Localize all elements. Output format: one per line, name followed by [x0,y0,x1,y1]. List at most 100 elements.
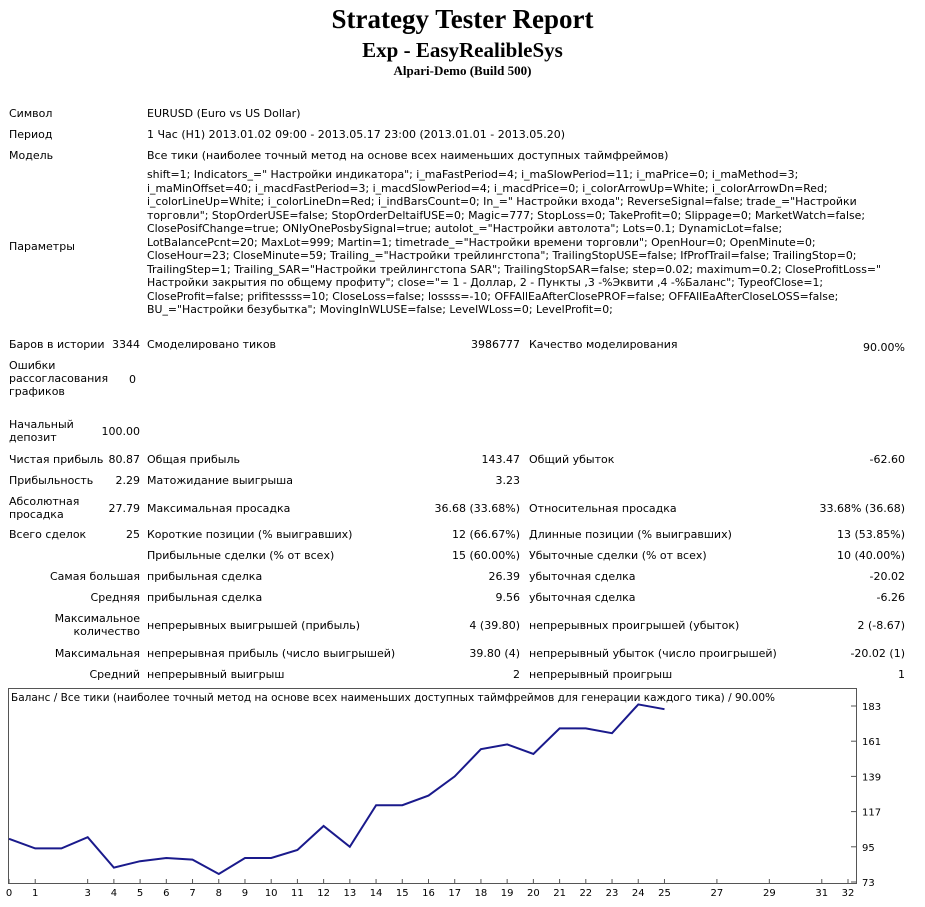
max-drawdown-value: 36.68 (33.68%) [434,502,520,515]
model-value: Все тики (наиболее точный метод на основ… [147,149,669,162]
server-name: Alpari-Demo (Build 500) [393,63,532,78]
abs-drawdown-value: 27.79 [108,502,141,515]
y-tick-label: 95 [862,843,875,854]
symbol-label: Символ [9,107,53,120]
net-profit-value: 80.87 [108,453,141,466]
profit-trades-value: 15 (60.00%) [451,549,520,562]
largest-loss-value: -20.02 [869,570,905,583]
x-tick-label: 3 [84,888,90,899]
x-tick-label: 25 [658,888,671,899]
avg-cons-wins-label: непрерывный выигрыш [147,668,285,681]
loss-trades-label: Убыточные сделки (% от всех) [529,549,707,562]
average-profit-label: прибыльная сделка [147,591,263,604]
y-tick-label: 183 [862,702,881,713]
short-positions-label: Короткие позиции (% выигравших) [147,528,353,541]
max-drawdown-label: Максимальная просадка [147,502,291,515]
x-tick-label: 8 [216,888,222,899]
average-profit-value: 9.56 [495,591,521,604]
y-tick-label: 73 [862,878,875,889]
loss-trades-value: 10 (40.00%) [836,549,905,562]
abs-drawdown-label: Абсолютная просадка [9,495,80,521]
ticks-label: Смоделировано тиков [147,338,277,351]
avg-cons-losses-label: непрерывный проигрыш [529,668,673,681]
max-count-label: Максимальное количество [54,612,140,638]
x-tick-label: 5 [137,888,143,899]
avg-cons-label: Средний [89,668,140,681]
x-tick-label: 15 [396,888,409,899]
maximal-profit-value: 39.80 (4) [469,647,520,660]
largest-loss-label: убыточная сделка [529,570,636,583]
profit-factor-label: Прибыльность [9,474,94,487]
x-tick-label: 10 [265,888,278,899]
deposit-value: 100.00 [101,425,141,438]
profit-factor-value: 2.29 [115,474,141,487]
model-label: Модель [9,149,54,162]
largest-label: Самая большая [49,570,140,583]
largest-profit-label: прибыльная сделка [147,570,263,583]
profit-trades-label: Прибыльные сделки (% от всех) [147,549,335,562]
x-tick-label: 9 [242,888,248,899]
total-trades-label: Всего сделок [9,528,87,541]
average-loss-value: -6.26 [876,591,905,604]
params-value: shift=1; Indicators_=" Настройки индикат… [147,168,882,316]
rel-drawdown-label: Относительная просадка [529,502,677,515]
period-value: 1 Час (H1) 2013.01.02 09:00 - 2013.05.17… [147,128,565,141]
x-tick-label: 29 [763,888,776,899]
net-profit-label: Чистая прибыль [9,453,104,466]
x-tick-label: 0 [6,888,12,899]
symbol-value: EURUSD (Euro vs US Dollar) [147,107,301,120]
balance-chart-frame [8,688,857,884]
x-tick-label: 32 [842,888,855,899]
max-cons-wins-value: 4 (39.80) [469,619,520,632]
gross-profit-label: Общая прибыль [147,453,240,466]
y-tick-label: 117 [862,808,881,819]
average-loss-label: убыточная сделка [529,591,636,604]
x-tick-label: 18 [475,888,488,899]
x-tick-label: 23 [606,888,619,899]
x-tick-label: 27 [711,888,724,899]
x-tick-label: 19 [501,888,514,899]
x-tick-label: 14 [370,888,383,899]
x-tick-label: 1 [32,888,38,899]
x-tick-label: 7 [189,888,195,899]
x-tick-label: 12 [317,888,330,899]
params-label: Параметры [9,240,75,253]
gross-loss-value: -62.60 [869,453,905,466]
errors-label: Ошибки рассогласования графиков [9,359,109,398]
payoff-label: Матожидание выигрыша [147,474,293,487]
x-tick-label: 11 [291,888,304,899]
bars-value: 3344 [112,338,140,351]
expert-name: Exp - EasyRealibleSys [362,38,563,62]
errors-value: 0 [129,373,136,386]
period-label: Период [9,128,53,141]
maximal-profit-label: непрерывная прибыль (число выигрышей) [147,647,396,660]
report-title: Strategy Tester Report [331,4,594,34]
y-tick-label: 161 [862,737,881,748]
chart-title: Баланс / Все тики (наиболее точный метод… [11,692,776,704]
x-tick-label: 4 [111,888,117,899]
x-tick-label: 21 [553,888,566,899]
bars-label: Баров в истории [9,338,105,351]
ticks-value: 3986777 [471,338,520,351]
average-label: Средняя [90,591,140,604]
largest-profit-value: 26.39 [488,570,521,583]
quality-value: 90.00% [863,341,905,354]
avg-cons-losses-value: 1 [898,668,905,681]
rel-drawdown-value: 33.68% (36.68) [819,502,905,515]
long-positions-value: 13 (53.85%) [836,528,905,541]
max-cons-losses-value: 2 (-8.67) [857,619,905,632]
long-positions-label: Длинные позиции (% выигравших) [529,528,732,541]
balance-line [8,703,665,876]
total-trades-value: 25 [126,528,140,541]
x-tick-label: 31 [815,888,828,899]
gross-profit-value: 143.47 [481,453,521,466]
max-cons-losses-label: непрерывных проигрышей (убыток) [529,619,740,632]
x-tick-label: 24 [632,888,645,899]
gross-loss-label: Общий убыток [529,453,615,466]
quality-label: Качество моделирования [529,338,678,351]
maximal-loss-value: -20.02 (1) [850,647,905,660]
max-cons-wins-label: непрерывных выигрышей (прибыль) [147,619,361,632]
x-tick-label: 13 [343,888,356,899]
x-tick-label: 16 [422,888,435,899]
x-tick-label: 20 [527,888,540,899]
